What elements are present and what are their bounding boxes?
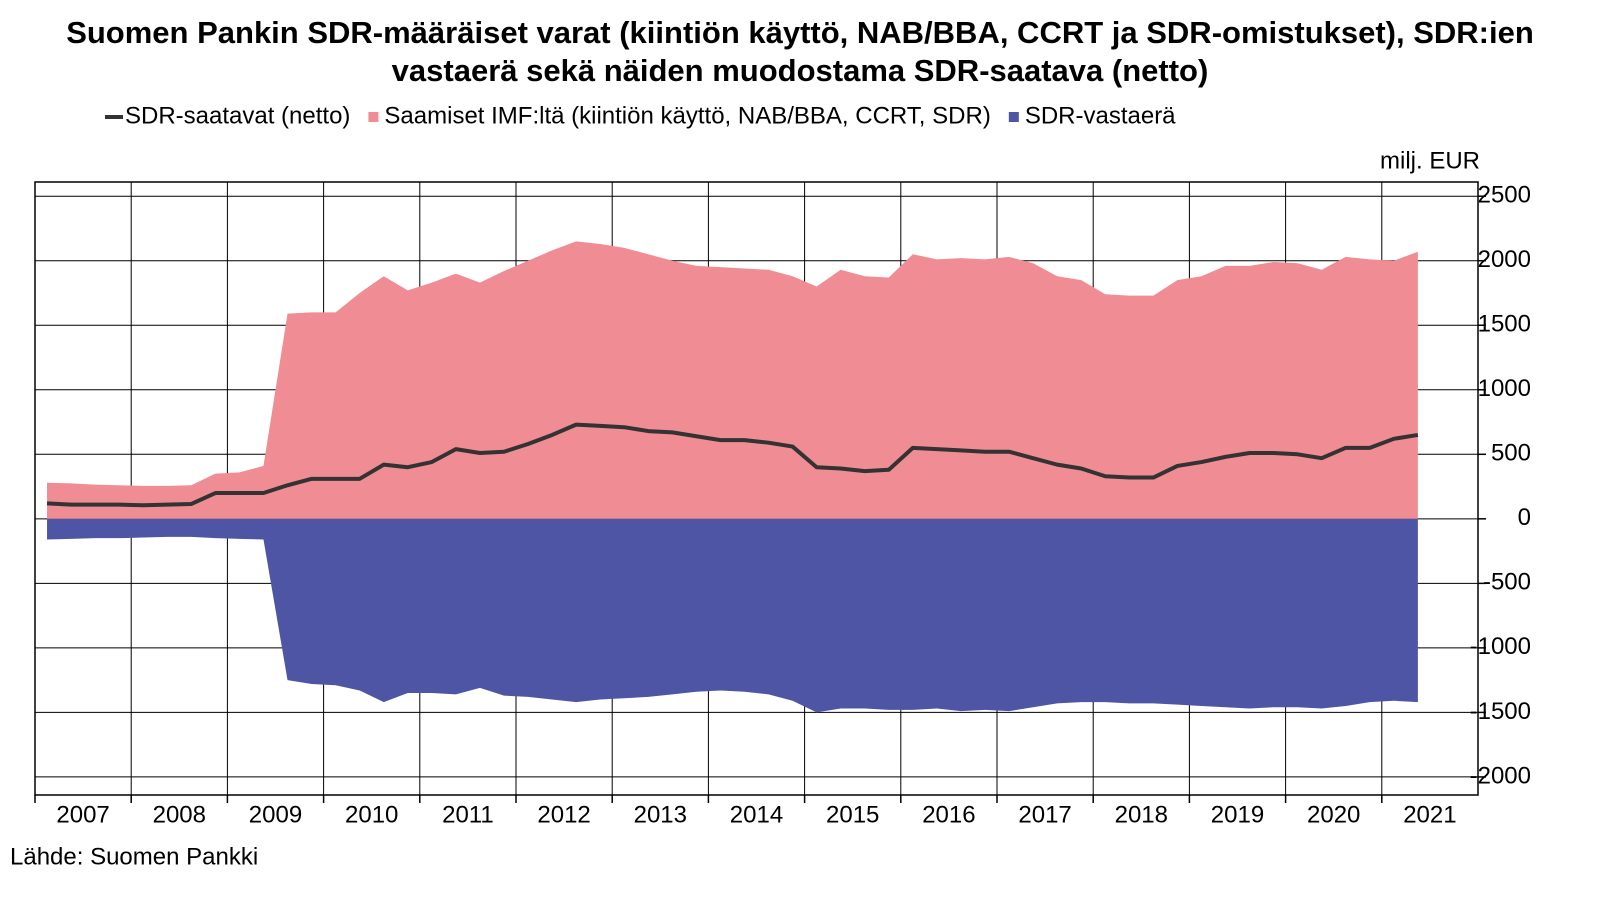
x-tick-label: 2009 [249, 801, 302, 828]
x-tick-label: 2012 [537, 801, 590, 828]
y-tick-label: -1000 [1470, 633, 1531, 660]
y-tick-label: -2000 [1470, 762, 1531, 789]
x-tick-label: 2011 [442, 801, 494, 828]
line [46, 422, 1419, 508]
x-tick-label: 2014 [730, 801, 783, 828]
x-tick-label: 2019 [1211, 801, 1264, 828]
x-tick-label: 2015 [826, 801, 879, 828]
x-tick-label: 2007 [56, 801, 109, 828]
legend-label: Saamiset IMF:ltä (kiintiön käyttö, NAB/B… [384, 102, 990, 129]
y-tick-label: -1500 [1470, 698, 1531, 725]
plot-frame [34, 181, 1479, 796]
y-tick-label: 0 [1518, 504, 1531, 531]
chart-title: Suomen Pankin SDR-määräiset varat (kiint… [66, 15, 1534, 88]
y-tick-label: 1000 [1478, 375, 1531, 402]
area [47, 518, 1418, 713]
x-tick-label: 2020 [1307, 801, 1360, 828]
x-tick-label: 2008 [153, 801, 206, 828]
legend-label: SDR-saatavat (netto) [125, 102, 350, 129]
x-tick-label: 2016 [922, 801, 975, 828]
x-tick-label: 2017 [1018, 801, 1071, 828]
y-axis-unit: milj. EUR [1380, 147, 1480, 174]
x-tick-label: 2018 [1115, 801, 1168, 828]
y-tick-label: 1500 [1478, 311, 1531, 338]
y-tick-label: -500 [1483, 569, 1531, 596]
legend-swatch [1008, 112, 1019, 122]
y-tick-label: 500 [1491, 440, 1531, 467]
x-tick-label: 2010 [345, 801, 398, 828]
legend-swatch [368, 112, 379, 122]
x-tick-label: 2021 [1403, 801, 1456, 828]
y-tick-label: 2500 [1478, 182, 1531, 209]
source: Lähde: Suomen Pankki [10, 843, 258, 870]
area [47, 241, 1418, 519]
y-tick-label: 2000 [1478, 246, 1531, 273]
x-tick-label: 2013 [634, 801, 687, 828]
legend-label: SDR-vastaerä [1025, 102, 1176, 129]
